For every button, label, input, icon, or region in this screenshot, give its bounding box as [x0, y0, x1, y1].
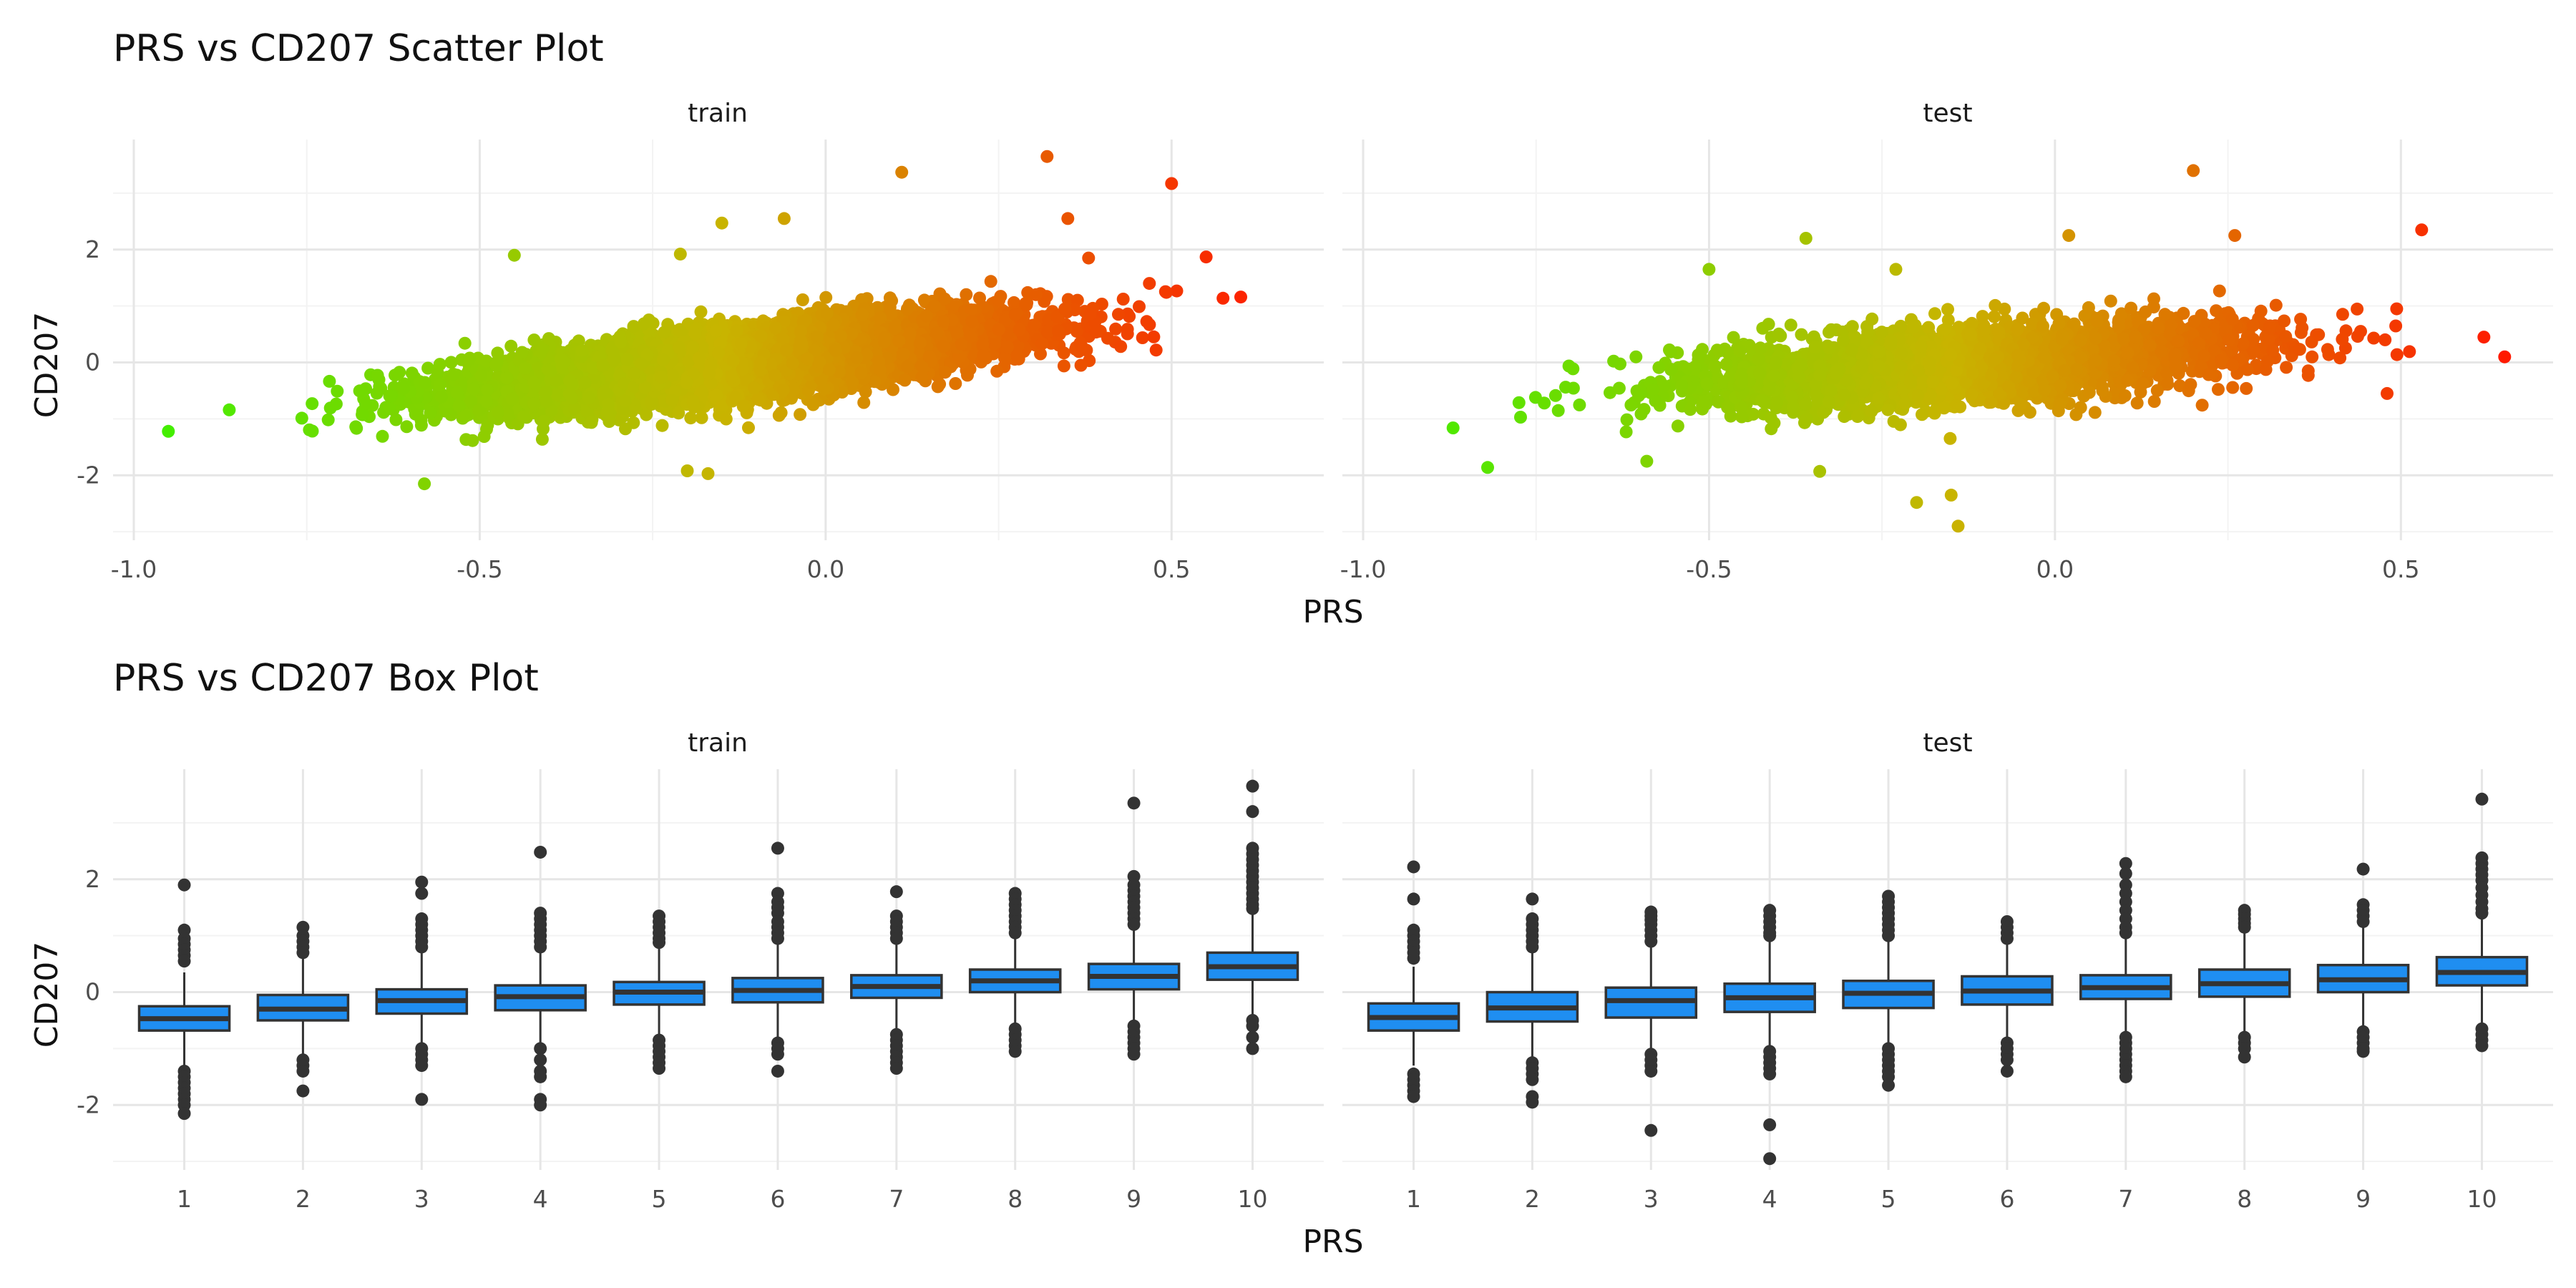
- scatter-point: [477, 430, 491, 443]
- scatter-point: [421, 361, 435, 375]
- scatter-point: [331, 384, 344, 398]
- scatter-point: [1114, 340, 1128, 353]
- scatter-x-tick-label: 0.0: [807, 555, 844, 583]
- scatter-point: [806, 398, 820, 411]
- scatter-point: [794, 408, 807, 421]
- scatter-point: [1170, 284, 1184, 298]
- scatter-point: [695, 411, 708, 424]
- scatter-point: [1057, 346, 1070, 360]
- scatter-points: [162, 150, 1247, 491]
- scatter-point: [949, 377, 962, 390]
- scatter-point: [389, 413, 403, 426]
- scatter-point: [389, 369, 401, 382]
- scatter-point: [306, 397, 319, 411]
- scatter-point: [1109, 322, 1123, 336]
- scatter-point: [527, 333, 541, 347]
- scatter-point: [414, 419, 428, 432]
- scatter-point: [883, 291, 897, 305]
- scatter-point: [295, 411, 308, 425]
- scatter-point: [447, 367, 460, 381]
- scatter-point: [1140, 315, 1153, 328]
- scatter-point: [1070, 293, 1084, 307]
- scatter-point: [466, 434, 479, 447]
- scatter-point: [405, 366, 419, 380]
- scatter-point: [655, 419, 669, 432]
- scatter-point: [619, 422, 632, 436]
- scatter-y-tick-label: 2: [85, 235, 100, 263]
- scatter-point: [535, 432, 549, 446]
- scatter-point: [434, 390, 448, 404]
- scatter-point: [504, 339, 518, 353]
- scatter-y-tick-label: 0: [85, 348, 100, 376]
- scatter-point: [1116, 293, 1130, 306]
- scatter-point: [1112, 308, 1125, 321]
- scatter-point: [857, 396, 871, 409]
- scatter-point: [1147, 330, 1161, 343]
- scatter-point: [859, 385, 872, 399]
- scatter-point: [1070, 325, 1083, 338]
- scatter-plot-title: PRS vs CD207 Scatter Plot: [113, 27, 604, 70]
- scatter-strip-test: test: [1923, 99, 1972, 128]
- scatter-point: [694, 305, 708, 318]
- scatter-point: [1158, 285, 1172, 298]
- scatter-point: [742, 421, 755, 434]
- scatter-y-tick-label: -2: [77, 461, 100, 489]
- scatter-point: [424, 406, 437, 420]
- scatter-point: [376, 429, 389, 443]
- scatter-point: [1136, 331, 1149, 344]
- scatter-point: [323, 374, 336, 388]
- scatter-point: [627, 320, 640, 333]
- scatter-strip-train: train: [688, 99, 748, 128]
- scatter-point: [1074, 358, 1088, 372]
- scatter-point: [684, 411, 698, 425]
- scatter-point: [990, 364, 1004, 378]
- scatter-panel-train: -1.0 -0.5 0.0 0.5 -2 0 2: [77, 140, 1324, 583]
- scatter-x-tick-label: -1.0: [111, 555, 157, 583]
- scatter-point: [458, 336, 472, 350]
- scatter-point: [444, 356, 458, 369]
- scatter-point: [349, 420, 363, 434]
- scatter-point: [1121, 307, 1134, 321]
- scatter-point: [887, 383, 899, 396]
- scatter-point: [933, 377, 947, 391]
- scatter-point: [1143, 277, 1156, 291]
- scatter-point: [1149, 343, 1163, 357]
- scatter-point: [774, 406, 788, 419]
- scatter-x-tick-label: -0.5: [457, 555, 502, 583]
- scatter-point: [658, 326, 671, 339]
- scatter-x-tick-label: 0.5: [1153, 555, 1190, 583]
- scatter-point: [537, 414, 551, 428]
- scatter-point: [1008, 296, 1020, 309]
- scatter-point: [223, 403, 236, 416]
- scatter-point: [383, 400, 396, 414]
